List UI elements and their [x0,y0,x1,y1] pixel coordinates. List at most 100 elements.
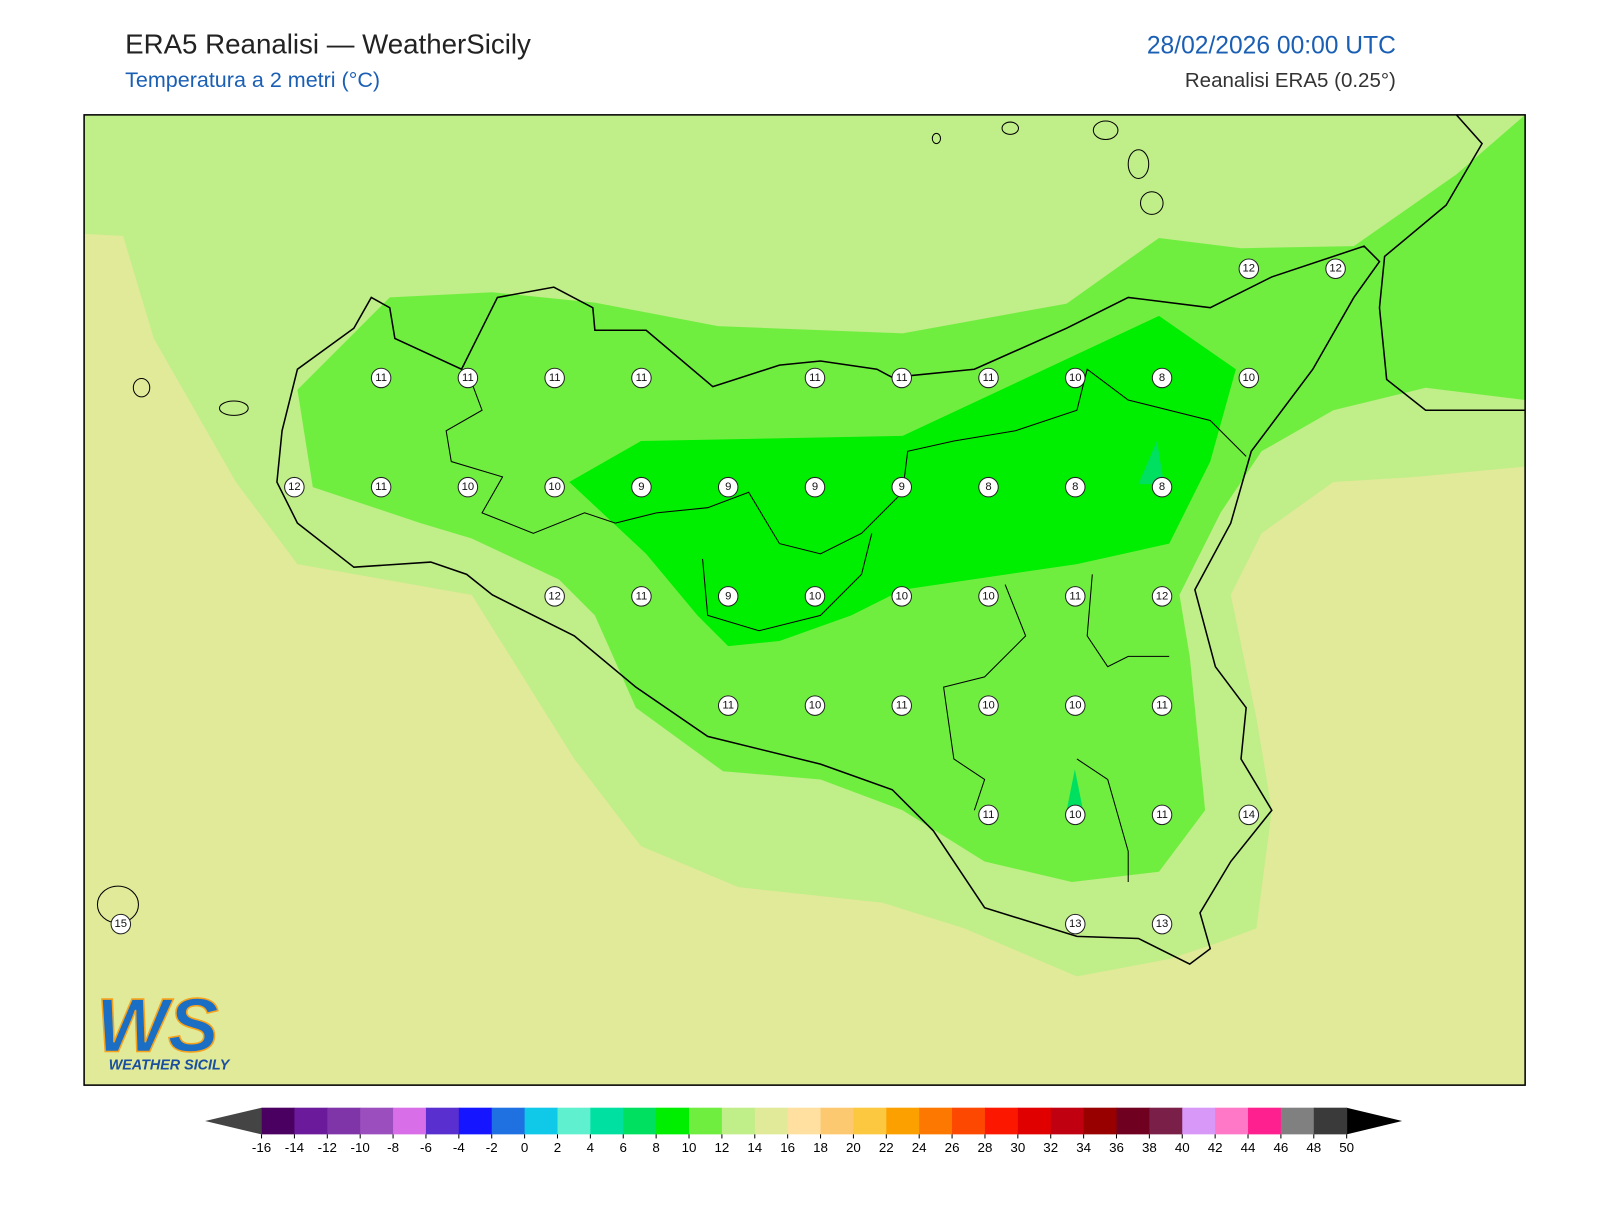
station-marker [1065,913,1086,935]
colorbar-bin [820,1107,854,1135]
station-marker [1238,367,1260,389]
colorbar-tick-label: 32 [1043,1140,1058,1155]
station-value: 11 [722,700,734,712]
colorbar-tick-label: 10 [682,1140,697,1155]
contour-band [1138,441,1165,485]
colorbar-tick-label: 30 [1010,1140,1025,1155]
colorbar-tick-label: 38 [1142,1140,1157,1155]
station-marker [978,695,999,716]
station-value: 13 [1156,918,1169,930]
colorbar-tick-label: 0 [521,1140,528,1155]
colorbar-bin [919,1107,953,1135]
station-marker [1065,804,1086,826]
station-value: 11 [462,372,474,384]
station-value: 12 [1329,263,1342,275]
colorbar-tick-label: -10 [351,1140,370,1155]
colorbar-tick-label: 44 [1241,1140,1256,1155]
station-marker [110,913,132,935]
colorbar-bin [425,1107,460,1135]
island [1127,149,1150,179]
station-value: 11 [375,481,387,493]
station-value: 10 [1069,809,1082,821]
station-marker [457,367,479,389]
station-marker [1151,804,1173,826]
station-marker [891,476,913,498]
station-value: 9 [899,481,905,493]
colorbar-tick-label: 34 [1076,1140,1091,1155]
station-value: 12 [1243,263,1256,275]
station-marker [804,476,826,498]
colorbar-bin [721,1107,756,1135]
station-value: 10 [895,590,908,602]
station-marker [544,586,565,607]
colorbar-tick-label: 26 [945,1140,960,1155]
station-value: 8 [985,481,991,493]
colorbar-tick-label: -2 [486,1140,498,1155]
colorbar-bin [557,1107,591,1135]
colorbar-bin [689,1107,723,1135]
station-marker [717,476,739,498]
coastline [1378,114,1526,412]
colorbar-tick-label: -12 [318,1140,337,1155]
colorbar-bin [1149,1107,1183,1135]
station-marker [1151,913,1173,935]
station-value: 11 [375,372,387,384]
logo-text: WEATHER SICILY [109,1058,231,1074]
colorbar-tick-label: 46 [1273,1140,1288,1155]
colorbar-tick-label: -16 [252,1140,271,1155]
colorbar-bin [590,1107,624,1135]
station-value: 11 [636,590,648,602]
station-marker [891,586,913,607]
colorbar-tick-label: 4 [587,1140,595,1155]
colorbar-bin [1017,1107,1052,1135]
island [218,400,249,416]
colorbar-bin [524,1107,558,1135]
colorbar-bin [623,1107,657,1135]
station-marker [1325,258,1346,279]
station-marker [1065,476,1086,498]
colorbar-tick-label: -14 [285,1140,305,1155]
colorbar-tick-label: 36 [1109,1140,1124,1155]
colorbar-bin [853,1107,887,1135]
colorbar-tick-label: -6 [420,1140,432,1155]
colorbar-tick-label: 2 [554,1140,561,1155]
colorbar-bin [952,1107,986,1135]
station-marker [631,476,652,498]
station-marker [804,367,826,389]
colorbar-bin [886,1107,920,1135]
station-marker [717,586,739,607]
station-value: 12 [288,481,301,493]
colorbar-bin [1050,1107,1085,1135]
island [1092,120,1119,140]
station-value: 9 [725,481,731,493]
station-marker [1065,695,1086,716]
station-marker [1151,586,1173,607]
colorbar-bin [491,1107,526,1135]
colorbar-bin [1182,1107,1216,1135]
island [931,132,942,145]
colorbar-bin [1280,1107,1315,1135]
colorbar-bin [393,1107,427,1135]
source: Reanalisi ERA5 (0.25°) [1185,69,1396,92]
station-marker [1151,695,1173,716]
logo-mark: WS [96,983,218,1068]
station-value: 8 [1159,481,1165,493]
station-marker [370,367,392,389]
colorbar-tick-label: 14 [747,1140,762,1155]
colorbar-tick-label: 6 [620,1140,627,1155]
station-marker [370,476,392,498]
station-marker [631,586,652,607]
station-value: 15 [115,918,128,930]
colorbar-tick-label: 40 [1175,1140,1190,1155]
colorbar-tick-label: 12 [714,1140,729,1155]
colorbar-bin [1083,1107,1118,1135]
colorbar-tick-label: -4 [453,1140,465,1155]
colorbar-tick-label: 50 [1339,1140,1354,1155]
station-value: 10 [982,700,995,712]
colorbar-bin [294,1107,328,1135]
station-value: 10 [1069,372,1082,384]
station-marker [978,804,999,826]
station-value: 10 [462,481,475,493]
station-value: 11 [636,372,648,384]
island [1139,191,1164,215]
